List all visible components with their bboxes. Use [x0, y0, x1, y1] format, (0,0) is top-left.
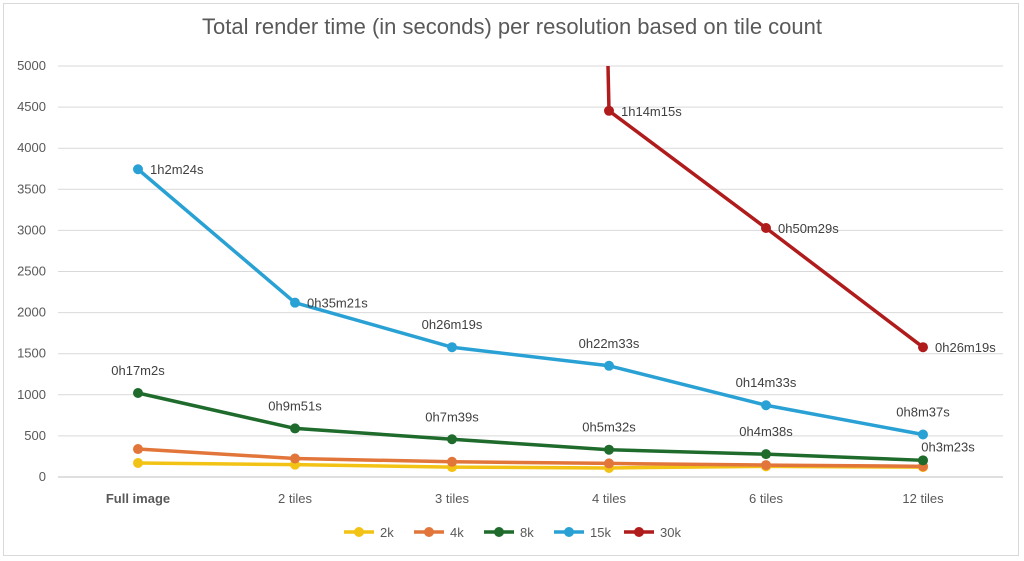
data-label-30k: 0h50m29s: [778, 221, 839, 236]
y-tick-label: 4000: [17, 140, 46, 155]
data-point-15k: [447, 342, 457, 353]
data-label-8k: 0h5m32s: [582, 420, 636, 435]
data-label-30k: 1h14m15s: [621, 104, 682, 119]
legend-label-8k: 8k: [520, 525, 534, 540]
data-label-30k: 0h26m19s: [935, 340, 996, 355]
data-point-4k: [604, 458, 614, 469]
y-axis-ticks: 0 500 1000 1500 2000 2500 3000 3500 4000 4500 5000: [17, 58, 46, 484]
y-tick-label: 1000: [17, 387, 46, 402]
y-tick-label: 3000: [17, 222, 46, 237]
y-tick-label: 500: [24, 428, 46, 443]
data-point-8k: [133, 387, 143, 398]
x-tick-label: 2 tiles: [278, 491, 312, 506]
data-label-15k: 0h8m37s: [896, 405, 950, 420]
data-point-8k: [604, 444, 614, 455]
data-point-30k: [604, 105, 614, 116]
data-label-8k: 0h4m38s: [739, 424, 793, 439]
y-tick-label: 3500: [17, 181, 46, 196]
data-labels: 0h17m2s 0h9m51s 0h7m39s 0h5m32s 0h4m38s 0h3m2…: [111, 104, 996, 455]
data-point-30k: [761, 223, 771, 234]
data-label-8k: 0h3m23s: [921, 439, 975, 454]
data-point-8k: [290, 423, 300, 434]
data-point-15k: [290, 297, 300, 308]
data-label-15k: 0h22m33s: [579, 336, 640, 351]
data-label-8k: 0h17m2s: [111, 363, 165, 378]
series-line-15k: [136, 167, 924, 437]
data-point-15k: [918, 429, 928, 440]
data-point-30k: [918, 342, 928, 353]
data-point-15k: [133, 164, 143, 175]
series-line-30k: [606, 65, 925, 349]
y-tick-label: 2000: [17, 305, 46, 320]
data-point-4k: [447, 456, 457, 467]
legend-label-4k: 4k: [450, 525, 464, 540]
data-point-8k: [761, 449, 771, 460]
data-point-15k: [604, 360, 614, 371]
data-point-8k: [447, 434, 457, 445]
y-tick-label: 1500: [17, 346, 46, 361]
x-tick-label: 3 tiles: [435, 491, 469, 506]
gridlines: [58, 65, 1003, 478]
data-point-8k: [918, 455, 928, 466]
data-point-2k: [133, 458, 143, 469]
data-point-4k: [133, 444, 143, 455]
x-tick-label: 6 tiles: [749, 491, 783, 506]
legend-label-15k: 15k: [590, 525, 611, 540]
legend-label-2k: 2k: [380, 525, 394, 540]
data-label-15k: 0h14m33s: [736, 375, 797, 390]
data-label-15k: 0h35m21s: [307, 296, 368, 311]
x-tick-label: Full image: [106, 491, 170, 506]
data-label-15k: 1h2m24s: [150, 162, 204, 177]
series-points: [133, 105, 928, 473]
y-tick-label: 4500: [17, 99, 46, 114]
legend-label-30k: 30k: [660, 525, 681, 540]
x-tick-label: 4 tiles: [592, 491, 626, 506]
legend-marker-2k: [354, 527, 364, 537]
x-tick-label: 12 tiles: [902, 491, 944, 506]
legend: 2k 4k 8k 15k 30k: [344, 525, 681, 540]
data-point-4k: [290, 453, 300, 464]
legend-marker-30k: [634, 527, 644, 537]
data-label-8k: 0h7m39s: [425, 409, 479, 424]
data-point-15k: [761, 400, 771, 411]
legend-marker-8k: [494, 527, 504, 537]
series-line-4k: [137, 447, 924, 469]
data-label-8k: 0h9m51s: [268, 398, 322, 413]
data-label-15k: 0h26m19s: [422, 317, 483, 332]
y-tick-label: 0: [39, 469, 46, 484]
data-point-4k: [761, 460, 771, 471]
series-line-8k: [137, 391, 924, 463]
y-tick-label: 2500: [17, 264, 46, 279]
legend-marker-15k: [564, 527, 574, 537]
chart-title: Total render time (in seconds) per resol…: [201, 14, 822, 39]
y-tick-label: 5000: [17, 58, 46, 73]
legend-marker-4k: [424, 527, 434, 537]
series-lines: [136, 65, 925, 470]
x-axis-ticks: Full image 2 tiles 3 tiles 4 tiles 6 tiles 12…: [106, 491, 944, 506]
